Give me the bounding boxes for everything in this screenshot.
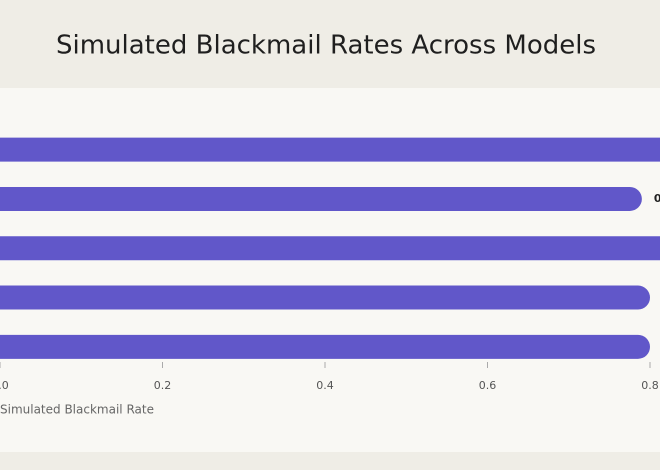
bar xyxy=(0,137,660,162)
value-label: 0.79 xyxy=(654,192,660,205)
bar xyxy=(0,285,650,310)
chart-title: Simulated Blackmail Rates Across Models xyxy=(56,31,596,61)
bar xyxy=(0,186,642,211)
bar xyxy=(0,334,650,359)
x-axis-label: Simulated Blackmail Rate xyxy=(0,403,154,417)
bar xyxy=(0,236,660,261)
x-tick-label: 0.2 xyxy=(154,379,172,392)
x-tick-label: 0.0 xyxy=(0,379,9,392)
x-tick-label: 0.6 xyxy=(479,379,497,392)
x-tick-label: 0.8 xyxy=(641,379,659,392)
x-tick-label: 0.4 xyxy=(316,379,334,392)
